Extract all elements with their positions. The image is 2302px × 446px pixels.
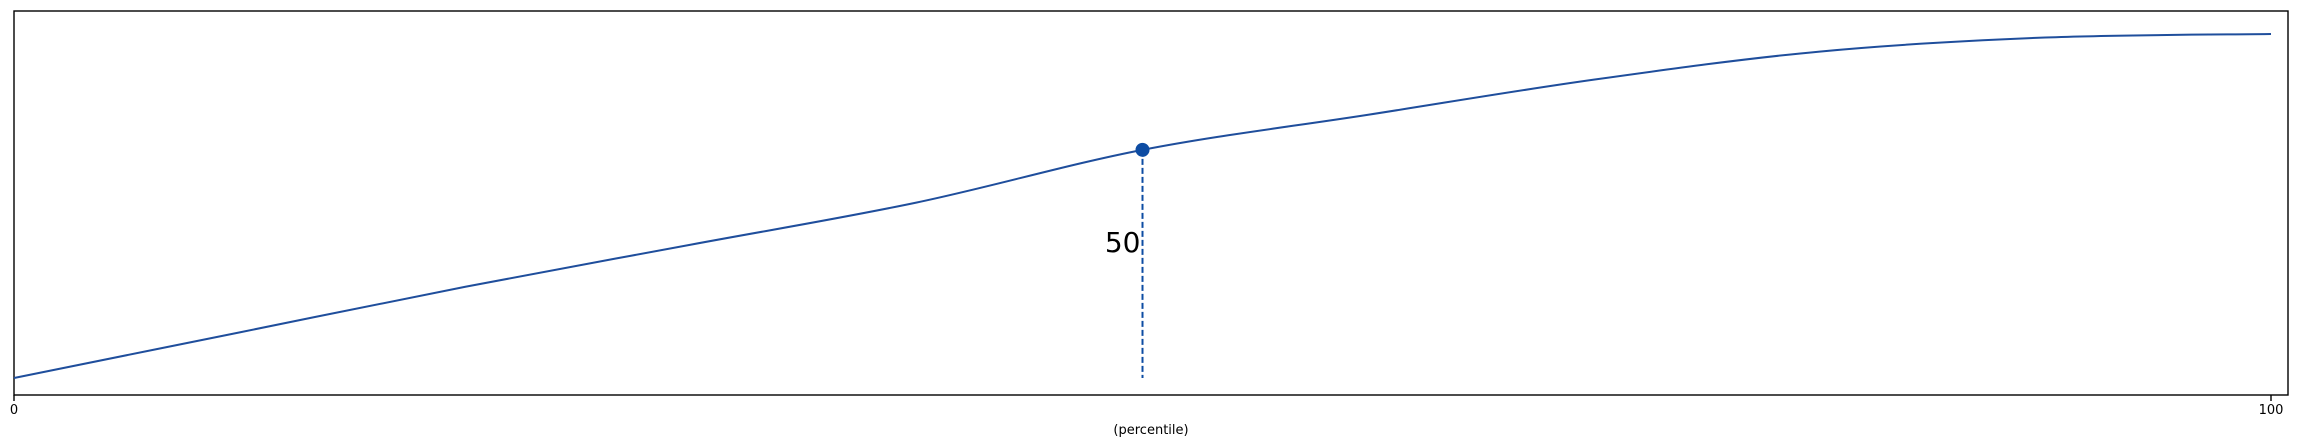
marker-label: 50 xyxy=(1105,226,1141,259)
plot-frame xyxy=(13,10,2289,396)
x-tick-label-0: 0 xyxy=(10,403,18,418)
x-axis-label: (percentile) xyxy=(1113,423,1188,438)
marker-point xyxy=(1135,142,1150,157)
x-axis-ticks: 0 100 xyxy=(10,395,2284,418)
x-tick-label-100: 100 xyxy=(2259,403,2284,418)
